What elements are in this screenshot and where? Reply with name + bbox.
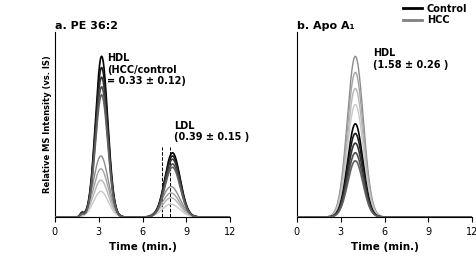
Text: LDL
(0.39 ± 0.15 ): LDL (0.39 ± 0.15 ) bbox=[174, 121, 248, 142]
X-axis label: Time (min.): Time (min.) bbox=[350, 242, 417, 252]
X-axis label: Time (min.): Time (min.) bbox=[109, 242, 176, 252]
Text: a. PE 36:2: a. PE 36:2 bbox=[55, 21, 118, 31]
Text: b. Apo A₁: b. Apo A₁ bbox=[296, 21, 354, 31]
Text: HDL
(HCC/control
= 0.33 ± 0.12): HDL (HCC/control = 0.33 ± 0.12) bbox=[107, 53, 185, 86]
Legend: Control, HCC: Control, HCC bbox=[402, 4, 466, 25]
Y-axis label: Relative MS Intensity (vs. IS): Relative MS Intensity (vs. IS) bbox=[43, 56, 52, 193]
Text: HDL
(1.58 ± 0.26 ): HDL (1.58 ± 0.26 ) bbox=[372, 48, 447, 70]
